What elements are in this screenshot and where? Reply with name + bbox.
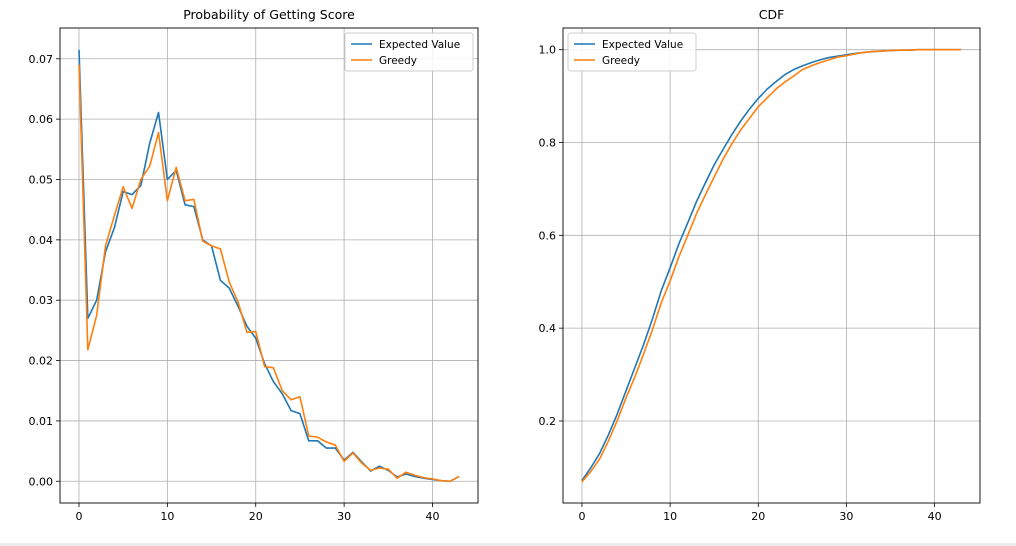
y-tick-label: 1.0 [539,44,557,57]
legend-label: Expected Value [379,39,460,51]
y-tick-label: 0.02 [29,355,54,368]
x-tick-label: 20 [751,510,765,523]
legend-label: Greedy [379,55,417,67]
x-tick-label: 40 [425,510,439,523]
y-tick-label: 0.03 [29,294,54,307]
legend: Expected Value Greedy [344,32,474,72]
y-tick-label: 0.04 [29,234,54,247]
y-tick-label: 0.06 [29,113,54,126]
x-tick-label: 30 [337,510,351,523]
y-tick-label: 0.07 [29,53,54,66]
x-tick-label: 0 [578,510,585,523]
series-line-expected [581,48,962,481]
output-divider [0,543,1016,546]
legend-label: Greedy [602,55,640,67]
x-tick-label: 10 [160,510,174,523]
legend-label: Expected Value [602,39,683,51]
y-tick-label: 0.2 [539,415,557,428]
y-tick-label: 0.6 [539,229,557,242]
axes-frame [59,27,479,504]
y-tick-label: 0.05 [29,173,54,186]
x-tick-label: 0 [76,510,83,523]
x-tick-label: 20 [249,510,263,523]
y-tick-label: 0.01 [29,415,54,428]
chart-probability: Probability of Getting Score 0 10 20 30 40 0.0… [29,7,479,523]
legend-box [344,32,474,72]
series-line-expected [78,49,460,483]
x-tick-label: 10 [663,510,677,523]
y-tick-label: 0.4 [539,322,557,335]
series-line-greedy [581,48,962,483]
chart-cdf: CDF 0 10 20 30 40 0.2 0.4 0.6 0.8 1.0 Expected Valu… [539,7,981,523]
x-tick-label: 30 [839,510,853,523]
chart-title: CDF [759,7,785,22]
legend-box [567,32,697,72]
legend: Expected Value Greedy [567,32,697,72]
y-tick-label: 0.00 [29,475,54,488]
y-tick-label: 0.8 [539,137,557,150]
axes-frame [562,27,981,504]
series-line-greedy [78,64,460,483]
x-tick-label: 40 [928,510,942,523]
chart-title: Probability of Getting Score [183,7,355,22]
